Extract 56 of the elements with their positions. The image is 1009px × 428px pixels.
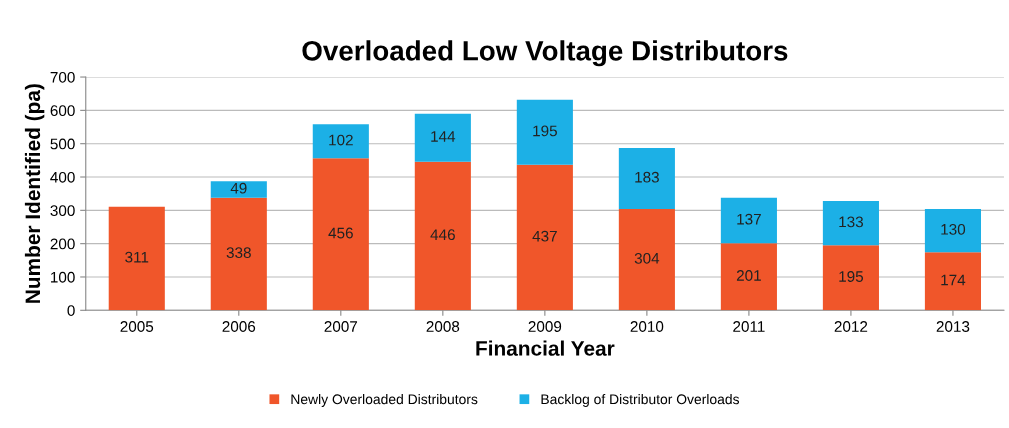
bar: [414, 161, 471, 311]
x-tick-label: 2013: [936, 321, 970, 332]
legend-label: Backlog of Distributor Overloads: [541, 393, 740, 407]
data-label: 201: [736, 270, 761, 281]
legend-label: Newly Overloaded Distributors: [291, 393, 478, 407]
chart-title: Overloaded Low Voltage Distributors: [302, 40, 788, 67]
data-label: 183: [635, 171, 659, 183]
x-tick-label: 2010: [630, 321, 664, 332]
y-axis-title: Number Identified (pa): [24, 84, 45, 303]
y-tick-label: 200: [50, 238, 75, 250]
y-tick-label: 300: [50, 205, 75, 217]
bar: [924, 209, 981, 253]
bar: [210, 197, 267, 311]
bar: [720, 197, 777, 244]
data-label: 174: [941, 274, 966, 286]
x-tick-label: 2011: [733, 321, 765, 332]
data-label: 102: [329, 134, 353, 146]
x-tick-label: 2009: [528, 321, 562, 332]
data-label: 195: [533, 125, 557, 137]
data-label: 137: [737, 213, 761, 225]
bar: [822, 201, 879, 246]
x-tick-label: 2007: [324, 321, 358, 332]
y-tick-label: 700: [50, 71, 75, 83]
y-tick-label: 100: [51, 271, 75, 283]
x-tick-label: 2012: [834, 321, 868, 332]
bar: [516, 164, 573, 311]
bar: [108, 206, 165, 311]
bar: [720, 243, 777, 311]
bar: [210, 181, 267, 198]
x-axis-title: Financial Year: [476, 340, 615, 356]
data-label: 437: [532, 230, 557, 242]
data-label: 130: [941, 223, 966, 235]
data-label: 133: [839, 216, 863, 228]
data-label: 338: [226, 247, 251, 259]
bar: [414, 113, 471, 162]
bar: [312, 124, 369, 159]
data-label: 311: [125, 251, 149, 263]
data-label: 49: [230, 182, 247, 194]
bar: [924, 252, 981, 311]
data-label: 446: [430, 229, 455, 241]
bar: [516, 99, 573, 165]
x-tick-label: 2005: [120, 321, 154, 332]
x-tick-label: 2008: [426, 321, 460, 332]
bar: [618, 209, 675, 311]
bar: [822, 245, 879, 311]
data-label: 456: [328, 227, 353, 239]
bar: [618, 148, 675, 209]
data-label: 195: [839, 271, 864, 282]
data-label: 304: [634, 252, 660, 264]
y-tick-label: 0: [67, 305, 75, 316]
data-label: 144: [431, 131, 456, 142]
y-tick-label: 500: [50, 138, 75, 150]
y-tick-label: 600: [50, 105, 75, 117]
bar: [312, 158, 369, 311]
y-tick-label: 400: [50, 171, 75, 183]
x-tick-label: 2006: [222, 321, 256, 332]
